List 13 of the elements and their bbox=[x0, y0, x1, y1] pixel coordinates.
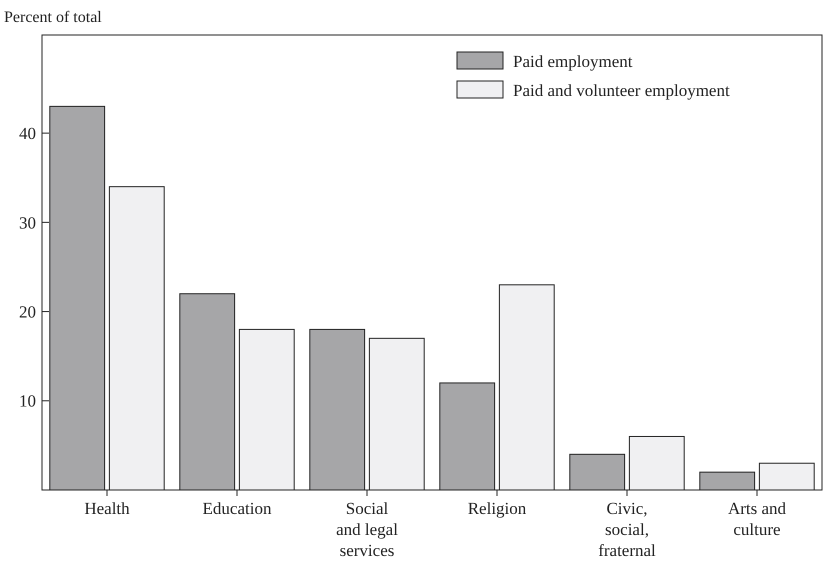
y-tick-label: 20 bbox=[19, 302, 36, 322]
x-tick-label: Religion bbox=[468, 499, 527, 518]
legend-label: Paid and volunteer employment bbox=[513, 80, 730, 100]
y-tick-label: 40 bbox=[19, 124, 36, 144]
y-axis-title: Percent of total bbox=[4, 9, 102, 26]
x-tick-label: Education bbox=[202, 499, 272, 518]
legend-label: Paid employment bbox=[513, 52, 633, 71]
x-tick-label: Arts and culture bbox=[728, 499, 787, 539]
x-tick-label: Civic, social, fraternal bbox=[598, 499, 656, 560]
x-tick-label: Health bbox=[84, 499, 130, 518]
y-tick-label: 30 bbox=[19, 213, 36, 232]
x-tick-label: Social and legal services bbox=[336, 499, 398, 560]
y-tick-label: 10 bbox=[19, 392, 36, 411]
